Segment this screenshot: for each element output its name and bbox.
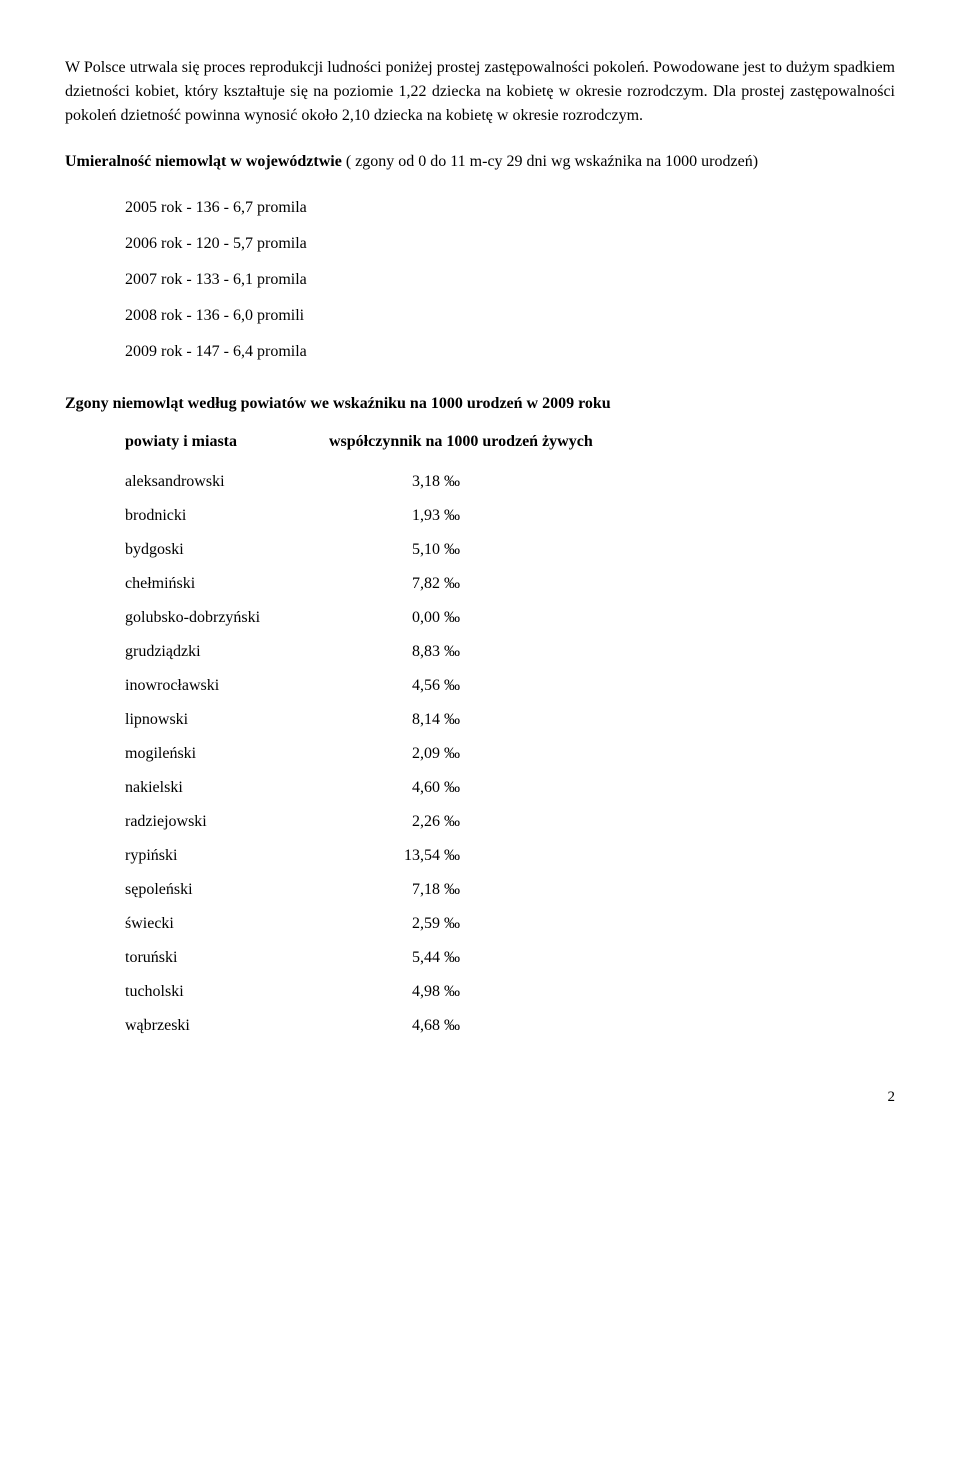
cell-name: grudziądzki [125,640,365,664]
cell-name: radziejowski [125,810,365,834]
cell-name: golubsko-dobrzyński [125,606,365,630]
cell-name: nakielski [125,776,365,800]
list-item: 2008 rok - 136 - 6,0 promili [125,304,895,328]
cell-value: 13,54 ‰ [365,844,460,868]
table-row: brodnicki1,93 ‰ [125,504,895,528]
poviat-heading: Zgony niemowląt według powiatów we wskaź… [65,392,895,416]
list-item: 2006 rok - 120 - 5,7 promila [125,232,895,256]
cell-name: brodnicki [125,504,365,528]
cell-name: tucholski [125,980,365,1004]
cell-name: lipnowski [125,708,365,732]
cell-value: 5,10 ‰ [365,538,460,562]
cell-value: 4,98 ‰ [365,980,460,1004]
table-row: tucholski4,98 ‰ [125,980,895,1004]
cell-value: 8,14 ‰ [365,708,460,732]
cell-name: mogileński [125,742,365,766]
cell-value: 2,59 ‰ [365,912,460,936]
cell-value: 4,56 ‰ [365,674,460,698]
table-row: grudziądzki8,83 ‰ [125,640,895,664]
column-header-left: powiaty i miasta [125,430,325,454]
table-row: nakielski4,60 ‰ [125,776,895,800]
cell-name: chełmiński [125,572,365,596]
cell-value: 3,18 ‰ [365,470,460,494]
list-item: 2009 rok - 147 - 6,4 promila [125,340,895,364]
table-row: radziejowski2,26 ‰ [125,810,895,834]
table-row: bydgoski5,10 ‰ [125,538,895,562]
cell-value: 7,82 ‰ [365,572,460,596]
years-list: 2005 rok - 136 - 6,7 promila 2006 rok - … [65,196,895,364]
table-row: rypiński13,54 ‰ [125,844,895,868]
table-row: toruński5,44 ‰ [125,946,895,970]
cell-name: wąbrzeski [125,1014,365,1038]
column-headers: powiaty i miasta współczynnik na 1000 ur… [65,430,895,454]
intro-paragraph: W Polsce utrwala się proces reprodukcji … [65,56,895,128]
table-row: inowrocławski4,56 ‰ [125,674,895,698]
table-row: lipnowski8,14 ‰ [125,708,895,732]
list-item: 2005 rok - 136 - 6,7 promila [125,196,895,220]
table-row: golubsko-dobrzyński0,00 ‰ [125,606,895,630]
cell-name: sępoleński [125,878,365,902]
table-row: świecki2,59 ‰ [125,912,895,936]
table-row: aleksandrowski3,18 ‰ [125,470,895,494]
cell-value: 0,00 ‰ [365,606,460,630]
table-row: mogileński2,09 ‰ [125,742,895,766]
cell-value: 4,60 ‰ [365,776,460,800]
cell-value: 2,26 ‰ [365,810,460,834]
cell-name: bydgoski [125,538,365,562]
mortality-heading: Umieralność niemowląt w województwie [65,153,342,170]
cell-value: 1,93 ‰ [365,504,460,528]
cell-name: toruński [125,946,365,970]
column-header-right: współczynnik na 1000 urodzeń żywych [329,430,593,454]
cell-name: inowrocławski [125,674,365,698]
cell-value: 5,44 ‰ [365,946,460,970]
cell-value: 7,18 ‰ [365,878,460,902]
table-row: chełmiński7,82 ‰ [125,572,895,596]
cell-name: aleksandrowski [125,470,365,494]
page-number: 2 [65,1086,895,1109]
cell-value: 8,83 ‰ [365,640,460,664]
cell-value: 4,68 ‰ [365,1014,460,1038]
cell-name: świecki [125,912,365,936]
poviat-table: aleksandrowski3,18 ‰ brodnicki1,93 ‰ byd… [65,470,895,1038]
cell-name: rypiński [125,844,365,868]
list-item: 2007 rok - 133 - 6,1 promila [125,268,895,292]
mortality-rest: ( zgony od 0 do 11 m-cy 29 dni wg wskaźn… [342,153,758,170]
cell-value: 2,09 ‰ [365,742,460,766]
mortality-paragraph: Umieralność niemowląt w województwie ( z… [65,150,895,174]
table-row: sępoleński7,18 ‰ [125,878,895,902]
table-row: wąbrzeski4,68 ‰ [125,1014,895,1038]
